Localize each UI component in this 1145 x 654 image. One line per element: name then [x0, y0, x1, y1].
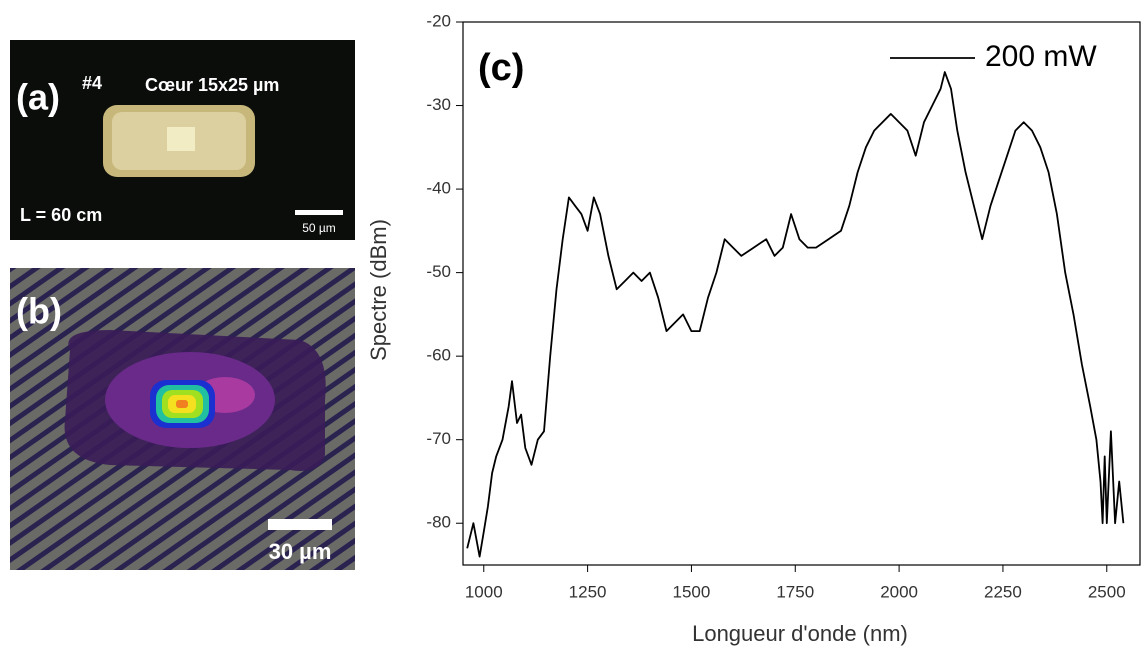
x-tick-label: 1750	[776, 582, 814, 601]
x-tick-label: 1500	[673, 582, 711, 601]
y-tick-label: -60	[426, 346, 451, 365]
y-axis-label: Spectre (dBm)	[366, 219, 391, 361]
x-axis-label: Longueur d'onde (nm)	[692, 621, 908, 646]
y-tick-label: -80	[426, 513, 451, 532]
y-tick-label: -70	[426, 429, 451, 448]
y-tick-label: -40	[426, 179, 451, 198]
x-tick-label: 2500	[1088, 582, 1126, 601]
sample-label: #4	[82, 73, 102, 93]
scale-bar	[268, 519, 332, 530]
data-line	[466, 71, 1125, 558]
y-tick-label: -50	[426, 262, 451, 281]
x-tick-label: 1250	[569, 582, 607, 601]
y-tick-label: -30	[426, 95, 451, 114]
x-tick-label: 2250	[984, 582, 1022, 601]
chart: (c) Longueur d'onde (nm) Spectre (dBm) -…	[366, 11, 1141, 646]
panel-label: (b)	[16, 291, 62, 332]
y-tick-label: -20	[426, 11, 451, 30]
core-label: Cœur 15x25 µm	[145, 75, 279, 95]
plot-frame	[462, 21, 1141, 566]
x-tick-label: 2000	[880, 582, 918, 601]
panel-label: (a)	[16, 77, 60, 118]
length-label: L = 60 cm	[20, 205, 102, 225]
image-b: (b) 30 µm	[10, 268, 355, 570]
image-a: (a) #4 Cœur 15x25 µm L = 60 cm 50 µm	[10, 40, 355, 240]
panel-label: (c)	[478, 47, 524, 89]
scale-label: 50 µm	[302, 221, 336, 235]
x-tick-label: 1000	[465, 582, 503, 601]
legend-label: 200 mW	[985, 40, 1097, 73]
scale-label: 30 µm	[269, 539, 332, 564]
scale-bar	[295, 210, 343, 215]
